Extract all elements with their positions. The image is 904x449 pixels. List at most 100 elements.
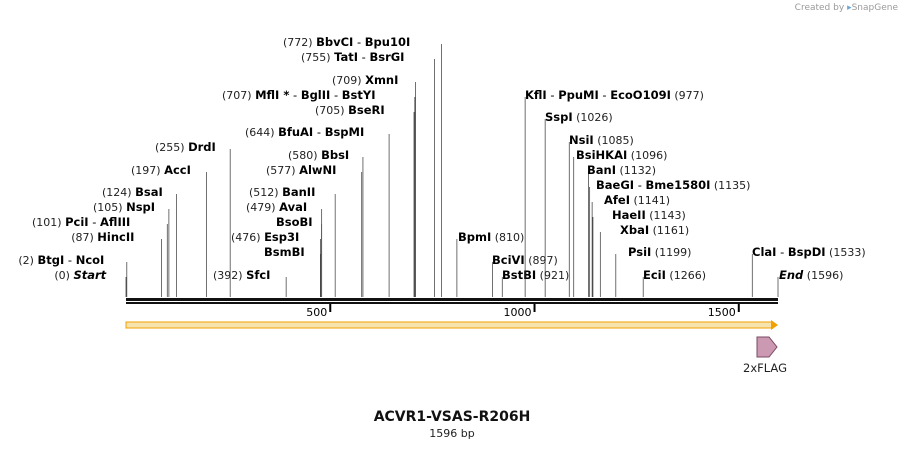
site-label: (101) PciI - AflIII bbox=[32, 215, 130, 229]
name-separator: - bbox=[358, 50, 369, 64]
site-label: (255) DrdI bbox=[155, 140, 216, 154]
credit-prefix: Created by bbox=[794, 3, 845, 13]
site-banii: (512) BanII bbox=[249, 185, 336, 297]
site-label: HaeII (1143) bbox=[612, 208, 686, 222]
site-label: KflI - PpuMI - EcoO109I (977) bbox=[525, 88, 704, 102]
enzyme-name: MflI * bbox=[255, 88, 289, 102]
site-bsai: (124) BsaI bbox=[102, 185, 178, 297]
site-haeii: HaeII (1143) bbox=[592, 208, 686, 297]
site-bbsi: (580) BbsI bbox=[288, 148, 364, 297]
site-label: (709) XmnI bbox=[332, 73, 398, 87]
site-hincii: (87) HincII bbox=[71, 230, 162, 297]
site-clai: ClaI - BspDI (1533) bbox=[751, 245, 866, 297]
orf-arrowhead bbox=[771, 320, 778, 330]
site-kfli: KflI - PpuMI - EcoO109I (977) bbox=[524, 88, 704, 297]
snapgene-logo-icon: ▸ bbox=[847, 3, 852, 13]
site-label: (577) AlwNI bbox=[266, 163, 336, 177]
enzyme-name: ClaI bbox=[752, 245, 776, 259]
name-separator: - bbox=[547, 88, 558, 102]
name-separator: - bbox=[289, 88, 300, 102]
site-label: (197) AccI bbox=[131, 163, 191, 177]
site-label: (644) BfuAI - BspMI bbox=[245, 125, 364, 139]
enzyme-name: Bpu10I bbox=[365, 35, 410, 49]
site-xmni: (709) XmnI bbox=[332, 73, 416, 297]
site-label: End (1596) bbox=[779, 268, 843, 282]
site-position: (476) bbox=[231, 231, 264, 244]
site-label: BsiHKAI (1096) bbox=[576, 148, 667, 162]
site-position: (1266) bbox=[666, 269, 706, 282]
site-label: (772) BbvCI - Bpu10I bbox=[283, 35, 410, 49]
site-position: (1096) bbox=[627, 149, 667, 162]
feature-label: 2xFLAG bbox=[743, 361, 787, 375]
name-separator: - bbox=[330, 88, 341, 102]
enzyme-name: HaeII bbox=[612, 208, 646, 222]
site-sfci: (392) SfcI bbox=[213, 268, 287, 297]
enzyme-name: PciI bbox=[65, 215, 88, 229]
site-position: (707) bbox=[222, 89, 255, 102]
site-position: (0) bbox=[54, 269, 73, 282]
site-label: BanI (1132) bbox=[587, 163, 656, 177]
enzyme-name: NspI bbox=[126, 200, 155, 214]
site-label: XbaI (1161) bbox=[620, 223, 689, 237]
site-nspi: (105) NspI bbox=[93, 200, 170, 297]
site-end: End (1596) bbox=[777, 268, 843, 297]
enzyme-name: BbvCI bbox=[316, 35, 353, 49]
enzyme-name: BspDI bbox=[788, 245, 826, 259]
site-label: (87) HincII bbox=[71, 230, 134, 244]
site-position: (87) bbox=[71, 231, 97, 244]
enzyme-name: BanII bbox=[282, 185, 315, 199]
site-position: (755) bbox=[301, 51, 334, 64]
enzyme-name: Esp3I bbox=[264, 230, 299, 244]
name-separator: - bbox=[353, 35, 364, 49]
site-sspi: SspI (1026) bbox=[544, 110, 613, 297]
site-position: (1161) bbox=[649, 224, 689, 237]
enzyme-name: DrdI bbox=[188, 140, 216, 154]
enzyme-name: PsiI bbox=[628, 245, 651, 259]
backbone-top-strand bbox=[126, 298, 778, 301]
site-position: (392) bbox=[213, 269, 246, 282]
name-separator: - bbox=[64, 253, 75, 267]
site-bfuai: (644) BfuAI - BspMI bbox=[245, 125, 390, 297]
site-bani: BanI (1132) bbox=[587, 163, 656, 297]
plasmid-size: 1596 bp bbox=[429, 427, 475, 440]
snapgene-credit: Created by ▸SnapGene bbox=[795, 3, 898, 13]
site-label: (755) TatI - BsrGI bbox=[301, 50, 404, 64]
site-label: BpmI (810) bbox=[458, 230, 524, 244]
site-start: (0) Start bbox=[54, 268, 127, 297]
name-separator: - bbox=[634, 178, 645, 192]
enzyme-name: Start bbox=[73, 268, 106, 282]
site-label: (479) AvaI bbox=[246, 200, 307, 214]
site-label: BsmBI bbox=[264, 245, 305, 259]
enzyme-name: End bbox=[779, 268, 804, 282]
site-position: (105) bbox=[93, 201, 126, 214]
site-label: (512) BanII bbox=[249, 185, 315, 199]
enzyme-name: BstBI bbox=[502, 268, 536, 282]
site-label: (705) BseRI bbox=[315, 103, 385, 117]
enzyme-name: XmnI bbox=[365, 73, 398, 87]
orf-bar bbox=[125, 321, 773, 329]
enzyme-name: AccI bbox=[164, 163, 191, 177]
name-separator: - bbox=[599, 88, 610, 102]
enzyme-name: EcoO109I bbox=[610, 88, 671, 102]
site-position: (124) bbox=[102, 186, 135, 199]
site-nsii: NsiI (1085) bbox=[568, 133, 634, 297]
site-position: (255) bbox=[155, 141, 188, 154]
site-position: (2) bbox=[18, 254, 37, 267]
enzyme-name: BaeGI bbox=[596, 178, 634, 192]
site-bsmbi: BsmBI bbox=[264, 245, 321, 297]
site-position: (810) bbox=[491, 231, 524, 244]
site-position: (1085) bbox=[594, 134, 634, 147]
site-position: (1132) bbox=[616, 164, 656, 177]
enzyme-name: XbaI bbox=[620, 223, 649, 237]
site-label: BsoBI bbox=[276, 215, 313, 229]
site-bbvci: (772) BbvCI - Bpu10I bbox=[283, 35, 442, 297]
site-label: (707) MflI * - BglII - BstYI bbox=[222, 88, 376, 102]
site-position: (1199) bbox=[651, 246, 691, 259]
site-bseri: (705) BseRI bbox=[315, 103, 415, 297]
enzyme-name: KflI bbox=[525, 88, 547, 102]
site-position: (1026) bbox=[573, 111, 613, 124]
credit-brand: SnapGene bbox=[851, 3, 898, 13]
enzyme-name: BsmBI bbox=[264, 245, 305, 259]
site-label: (2) BtgI - NcoI bbox=[18, 253, 104, 267]
